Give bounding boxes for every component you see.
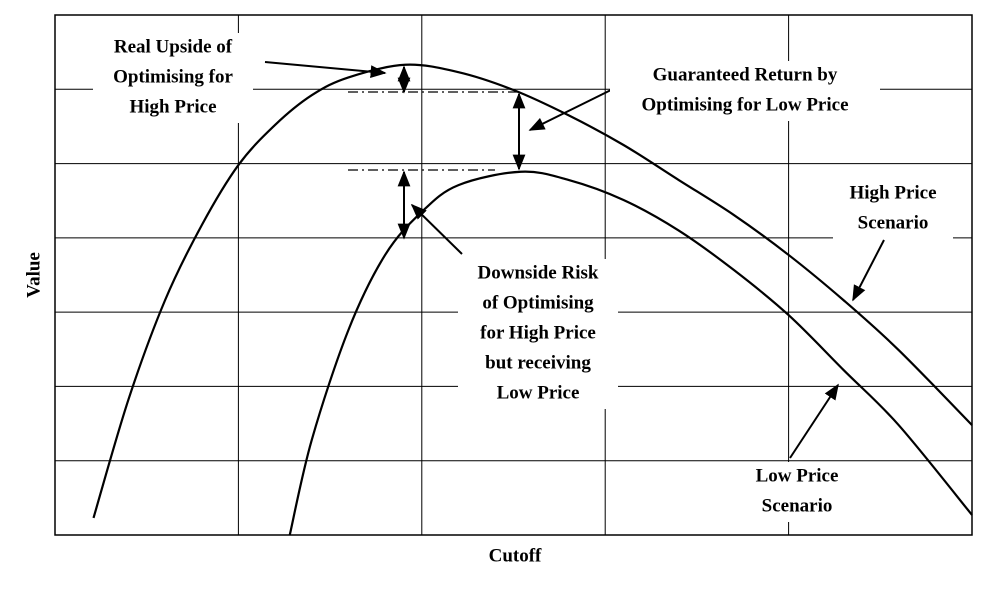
label-background [610,61,880,121]
arrow [789,383,839,459]
label-background [737,462,857,522]
curve [288,170,973,536]
annotation-text: Guaranteed Return by [653,64,838,85]
annotation-arrows [264,61,885,459]
series-label: Scenario [858,212,929,233]
x-axis-label: Cutoff [489,545,542,566]
annotation-text: Optimising for [113,66,233,87]
series-label: Scenario [762,495,833,516]
annotation-text: Low Price [497,382,580,403]
annotation-text: but receiving [485,352,591,373]
annotation-text: Downside Risk [478,262,599,283]
series-label: Low Price [756,465,839,486]
label-background [833,179,953,239]
annotation-text: of Optimising [482,292,594,313]
annotation-text: for High Price [480,322,596,343]
annotation-text: Optimising for Low Price [641,94,848,115]
series-label: High Price [849,182,936,203]
arrow [528,87,616,131]
arrow [410,203,463,255]
label-background [93,33,253,123]
plot-frame [54,14,973,536]
annotation-text: High Price [129,96,216,117]
curves [92,63,973,536]
annotation-text: Real Upside of [114,36,233,57]
curve [92,63,973,519]
labels: Real Upside of Optimising for High Price Gu… [93,33,953,522]
label-background [458,259,618,409]
arrow [852,239,885,302]
y-axis-label: Value [23,252,44,298]
arrow [264,61,387,79]
